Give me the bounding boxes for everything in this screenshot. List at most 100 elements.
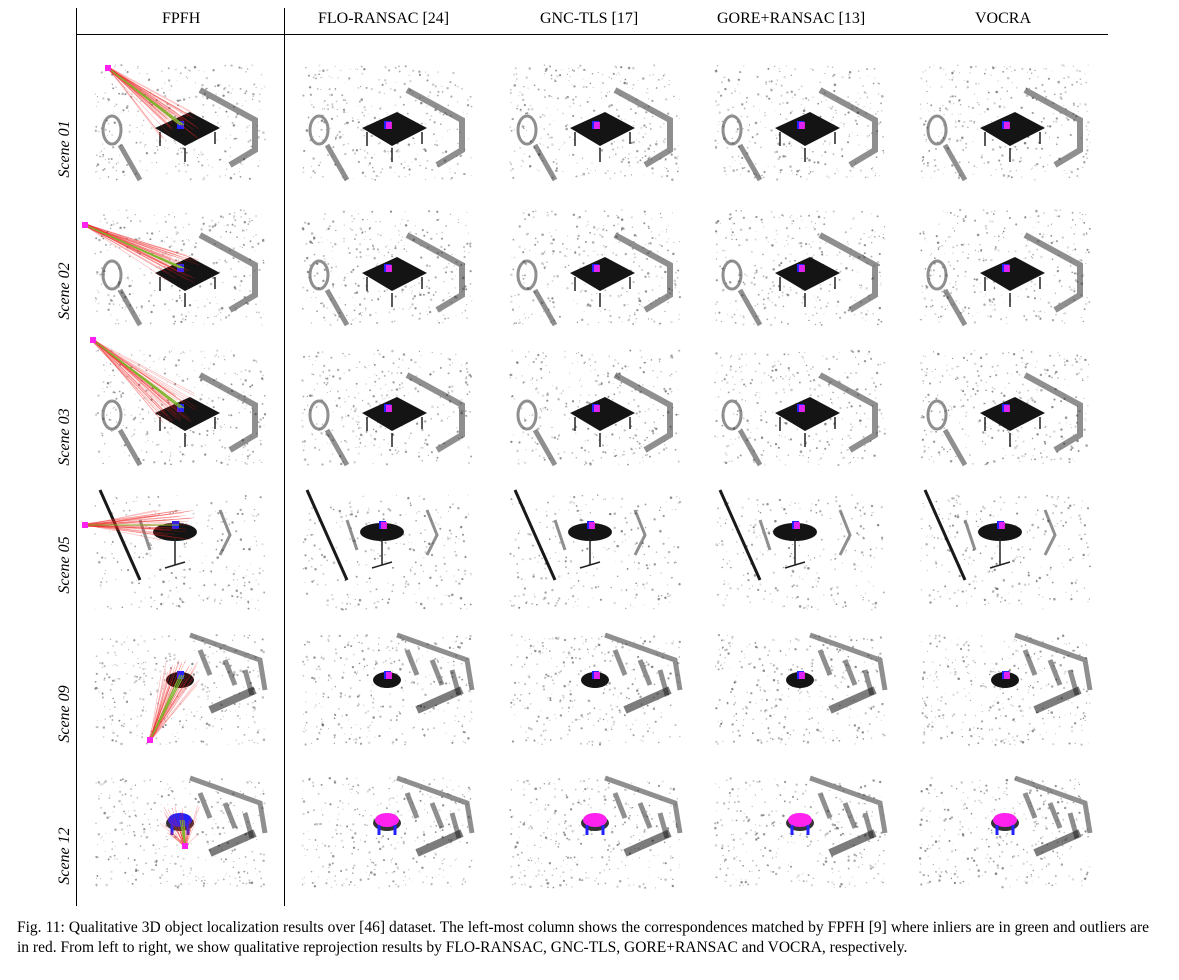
scene-panel-r4-c1 [82, 489, 266, 611]
source-object [105, 65, 111, 71]
scene-panel-r2-c2 [301, 209, 473, 327]
object-marker [177, 671, 184, 679]
object-marker [384, 121, 392, 129]
scene-panel-r3-c2 [301, 349, 473, 467]
correspondence-lines [83, 223, 200, 283]
furniture-outline [305, 489, 439, 581]
furniture-outline [1014, 632, 1093, 714]
furniture-outline [604, 632, 683, 714]
scene-panel-r2-c3 [510, 209, 682, 327]
separator-vertical-rule [284, 8, 285, 906]
scene-panel-r4-c5 [920, 489, 1091, 610]
furniture-outline [396, 632, 475, 714]
furniture-outline [721, 232, 878, 327]
object-marker [1002, 121, 1010, 129]
scene-panel-r1-c2 [302, 64, 473, 182]
row-label-scene-09: Scene 09 [56, 685, 73, 743]
caption-text: Fig. 11: Qualitative 3D object localizat… [17, 919, 1149, 956]
table-top [362, 257, 427, 291]
table-top [980, 257, 1045, 291]
furniture-outline [396, 775, 475, 857]
point-cloud [95, 777, 266, 889]
point-cloud [919, 63, 1091, 181]
furniture-outline [513, 489, 647, 581]
source-object [147, 737, 153, 743]
furniture-outline [308, 372, 465, 467]
furniture-outline [189, 632, 268, 714]
furniture-outline [516, 87, 673, 182]
object-marker [592, 121, 600, 129]
table-top [362, 397, 427, 431]
object-marker [997, 521, 1005, 529]
scene-panel-r2-c1 [82, 209, 265, 327]
point-cloud [919, 208, 1091, 325]
table-top [570, 257, 635, 291]
table-top [978, 523, 1022, 541]
point-cloud [302, 64, 473, 181]
furniture-outline [809, 775, 888, 857]
object-marker [384, 264, 392, 272]
scene-panel-r4-c3 [509, 489, 682, 610]
object-marker [797, 671, 805, 679]
object-marker [177, 264, 184, 272]
column-header-fpfh: FPFH [162, 10, 201, 27]
table-top [153, 523, 197, 541]
row-label-scene-12: Scene 12 [56, 827, 73, 885]
furniture-outline [721, 372, 878, 467]
point-cloud [94, 209, 265, 326]
object-marker [384, 671, 392, 679]
left-vertical-rule [76, 8, 77, 906]
furniture-outline [718, 489, 852, 581]
source-object [182, 843, 188, 849]
point-cloud [715, 494, 885, 611]
object-marker [792, 521, 800, 529]
scene-panel-r5-c1 [94, 632, 268, 746]
furniture-outline [923, 489, 1057, 581]
furniture-outline [101, 87, 258, 182]
table-top [775, 397, 840, 431]
scene-panel-r5-c5 [920, 632, 1093, 746]
point-cloud [714, 209, 886, 327]
scene-panel-r6-c1 [95, 775, 268, 889]
object-marker [177, 404, 184, 412]
furniture-outline [1014, 775, 1093, 857]
object-marker [1002, 404, 1010, 412]
scene-panel-r5-c3 [510, 632, 683, 746]
table-top [362, 112, 427, 146]
object-marker [592, 264, 600, 272]
source-object [82, 222, 88, 228]
object-marker [592, 404, 600, 412]
table-top [775, 112, 840, 146]
object-marker [177, 121, 184, 129]
column-header-gore-ransac: GORE+RANSAC [13] [717, 10, 866, 27]
furniture-outline [516, 232, 673, 327]
furniture-outline [101, 372, 258, 467]
row-label-scene-01: Scene 01 [56, 120, 73, 178]
furniture-outline [308, 232, 465, 327]
table-top [155, 112, 220, 146]
table-top [570, 397, 635, 431]
scene-panel-r2-c4 [714, 209, 886, 327]
point-cloud [714, 64, 886, 181]
furniture-outline [189, 775, 268, 857]
furniture-outline [604, 775, 683, 857]
point-cloud [509, 494, 682, 610]
point-cloud [510, 634, 681, 746]
figure: FPFH FLO-RANSAC [24] GNC-TLS [17] GORE+R… [56, 8, 1108, 906]
object-marker [583, 813, 607, 835]
row-label-scene-03: Scene 03 [56, 408, 73, 466]
correspondence-lines [83, 509, 195, 541]
furniture-outline [308, 87, 465, 182]
table-top [568, 523, 612, 541]
table-top [570, 112, 635, 146]
object-marker [592, 671, 600, 679]
object-marker [797, 264, 805, 272]
table-top [155, 397, 220, 431]
table-top [581, 672, 609, 688]
furniture-outline [926, 232, 1083, 327]
table-top [373, 672, 401, 688]
scene-panel-r4-c2 [302, 489, 473, 611]
furniture-outline [721, 87, 878, 182]
object-marker [797, 121, 805, 129]
correspondence-lines [148, 660, 200, 742]
